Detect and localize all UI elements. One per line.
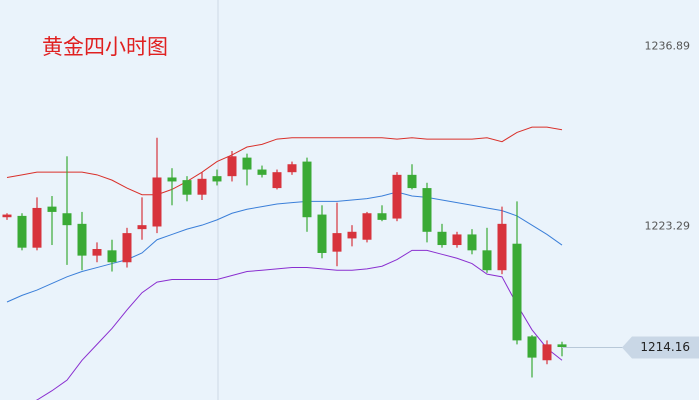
candle-body	[212, 176, 222, 182]
band-line	[6, 191, 563, 303]
candle-body	[197, 178, 207, 195]
candle-body	[137, 225, 147, 230]
candle-body	[542, 344, 552, 361]
candle-body	[92, 249, 102, 256]
band-line	[6, 126, 563, 196]
candle-body	[47, 206, 57, 212]
candle-body	[62, 213, 72, 226]
candle-body	[317, 214, 327, 253]
candle-body	[482, 250, 492, 271]
band-line	[35, 249, 563, 400]
candle-body	[452, 234, 462, 246]
candle-body	[272, 172, 282, 189]
last-price-tag	[622, 336, 699, 359]
candle-body	[2, 214, 12, 218]
candle-body	[407, 174, 417, 189]
candle-body	[332, 233, 342, 252]
candle-body	[527, 336, 537, 358]
chart-title: 黄金四小时图	[42, 35, 168, 59]
candle-body	[392, 174, 402, 219]
candle-body	[182, 180, 192, 195]
candle-body	[467, 234, 477, 251]
candle-body	[557, 344, 567, 348]
candle-body	[122, 233, 132, 263]
candle-body	[17, 215, 27, 248]
y-tick-label: 1223.29	[645, 220, 691, 233]
candle-body	[32, 207, 42, 248]
candle-body	[257, 169, 267, 175]
last-price-label: 1214.16	[640, 340, 690, 354]
candle-body	[512, 243, 522, 341]
candle-body	[287, 164, 297, 173]
candle-body	[242, 157, 252, 170]
y-tick-label: 1236.89	[645, 39, 691, 52]
candle-body	[362, 213, 372, 240]
candle-body	[377, 213, 387, 220]
candle-body	[77, 223, 87, 256]
candle-body	[497, 223, 507, 271]
plot-area	[2, 126, 567, 400]
candle-body	[422, 188, 432, 232]
candle-body	[347, 231, 357, 239]
candle-body	[107, 250, 117, 263]
candle-body	[302, 161, 312, 218]
candle-body	[437, 231, 447, 246]
candle-body	[167, 177, 177, 182]
candle-body	[152, 177, 162, 227]
candle-body	[227, 156, 237, 177]
